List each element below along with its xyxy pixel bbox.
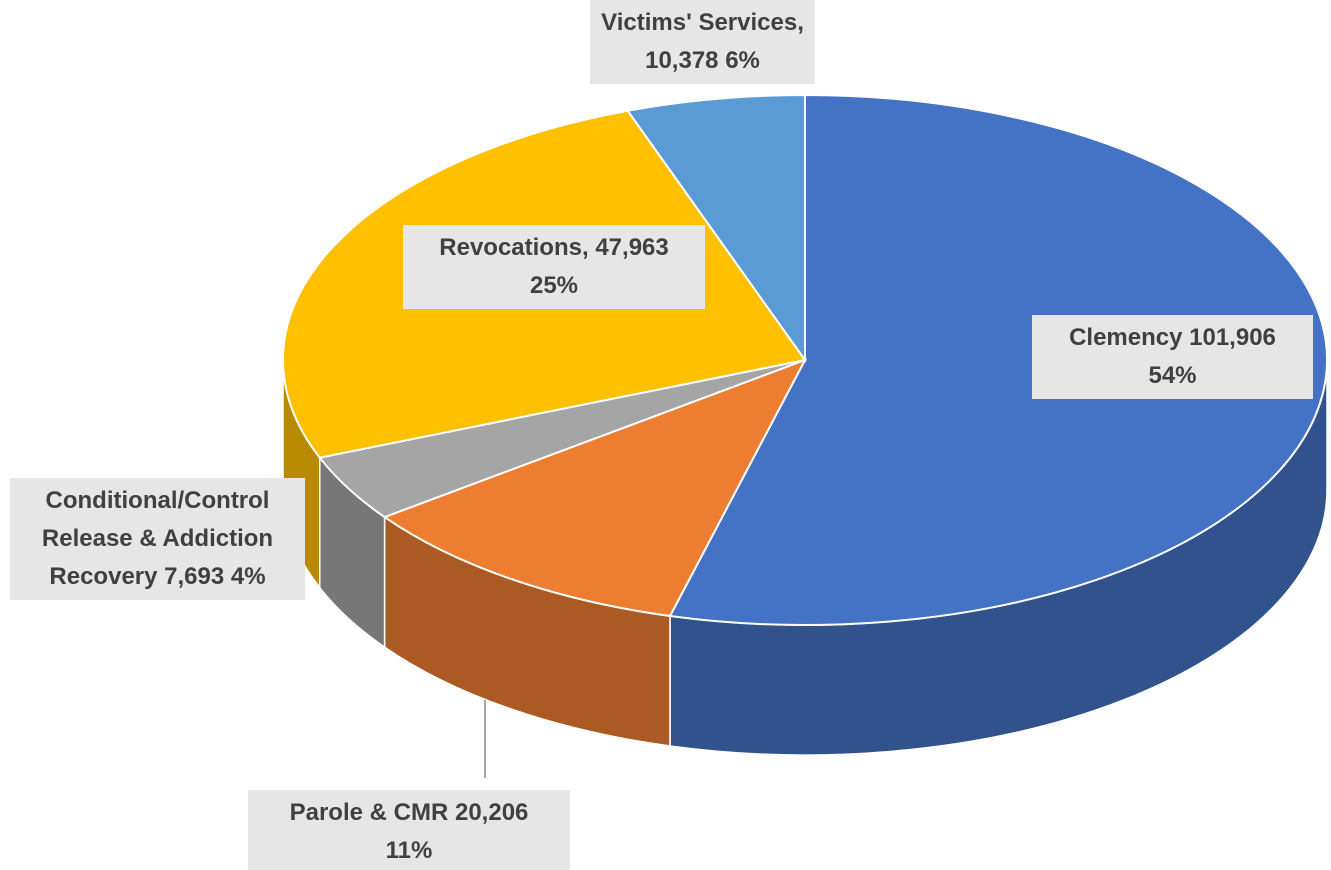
- data-label: Clemency 101,906 54%: [1032, 315, 1313, 399]
- label-pct: 6%: [725, 47, 760, 74]
- label-value: 47,963: [595, 234, 669, 261]
- slice: [668, 93, 1328, 626]
- label-value: 10,378: [645, 47, 719, 74]
- data-label: Conditional/Control Release & Addiction …: [10, 478, 305, 600]
- label-pct: 25%: [529, 272, 579, 299]
- data-label: Revocations, 47,963 25%: [403, 225, 705, 309]
- label-cat: Victims' Services,: [601, 9, 804, 36]
- label-pct: 4%: [230, 563, 266, 590]
- slice: [382, 358, 808, 618]
- label-cat: Revocations,: [439, 234, 589, 261]
- label-value: 7,693: [164, 563, 225, 590]
- label-cat: Clemency: [1069, 324, 1183, 351]
- sides: [282, 359, 1328, 756]
- data-label: Parole & CMR 20,206 11%: [248, 790, 570, 870]
- label-value: 20,206: [454, 799, 529, 826]
- label-pct: 11%: [385, 837, 433, 864]
- label-cat: Parole & CMR: [289, 799, 449, 826]
- label-cat: Conditional/Control Release & Addiction …: [41, 487, 274, 590]
- slice: [625, 93, 806, 364]
- data-label: Victims' Services, 10,378 6%: [590, 0, 815, 84]
- label-pct: 54%: [1148, 362, 1197, 389]
- label-value: 101,906: [1189, 324, 1276, 351]
